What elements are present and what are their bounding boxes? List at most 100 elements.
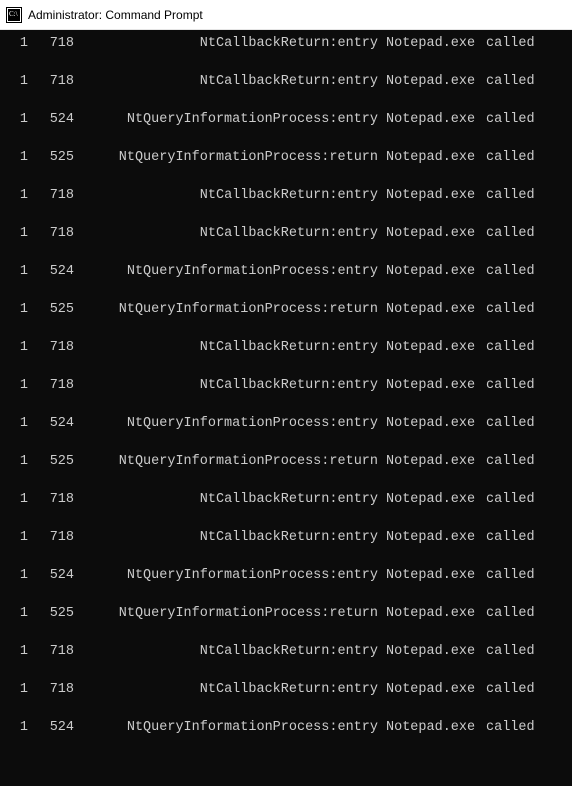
col-pid: 1 xyxy=(4,150,34,165)
col-pid: 1 xyxy=(4,682,34,697)
col-status: called xyxy=(482,74,535,89)
col-probe: NtCallbackReturn:entry xyxy=(78,682,382,697)
col-id: 525 xyxy=(34,150,78,165)
col-probe: NtCallbackReturn:entry xyxy=(78,492,382,507)
col-pid: 1 xyxy=(4,378,34,393)
col-id: 718 xyxy=(34,226,78,241)
console-line: 1524NtQueryInformationProcess:entryNotep… xyxy=(4,112,568,150)
col-status: called xyxy=(482,226,535,241)
col-status: called xyxy=(482,264,535,279)
col-pid: 1 xyxy=(4,416,34,431)
console-line: 1524NtQueryInformationProcess:entryNotep… xyxy=(4,264,568,302)
col-status: called xyxy=(482,378,535,393)
col-process: Notepad.exe xyxy=(382,74,482,89)
col-probe: NtCallbackReturn:entry xyxy=(78,378,382,393)
svg-text:C:\: C:\ xyxy=(9,10,18,18)
col-pid: 1 xyxy=(4,530,34,545)
col-status: called xyxy=(482,568,535,583)
console-line: 1718NtCallbackReturn:entryNotepad.execal… xyxy=(4,492,568,530)
col-probe: NtQueryInformationProcess:return xyxy=(78,150,382,165)
console-line: 1718NtCallbackReturn:entryNotepad.execal… xyxy=(4,378,568,416)
col-id: 525 xyxy=(34,454,78,469)
col-id: 718 xyxy=(34,188,78,203)
col-probe: NtCallbackReturn:entry xyxy=(78,36,382,51)
console-line: 1524NtQueryInformationProcess:entryNotep… xyxy=(4,568,568,606)
col-process: Notepad.exe xyxy=(382,112,482,127)
col-status: called xyxy=(482,644,535,659)
col-status: called xyxy=(482,682,535,697)
console-line: 1525NtQueryInformationProcess:returnNote… xyxy=(4,150,568,188)
col-id: 718 xyxy=(34,644,78,659)
title-bar[interactable]: C:\ Administrator: Command Prompt xyxy=(0,0,572,30)
col-process: Notepad.exe xyxy=(382,720,482,735)
col-status: called xyxy=(482,492,535,507)
col-pid: 1 xyxy=(4,568,34,583)
col-pid: 1 xyxy=(4,188,34,203)
console-line: 1718NtCallbackReturn:entryNotepad.execal… xyxy=(4,530,568,568)
col-process: Notepad.exe xyxy=(382,150,482,165)
col-process: Notepad.exe xyxy=(382,302,482,317)
col-probe: NtQueryInformationProcess:return xyxy=(78,302,382,317)
col-pid: 1 xyxy=(4,454,34,469)
col-process: Notepad.exe xyxy=(382,340,482,355)
console-line: 1718NtCallbackReturn:entryNotepad.execal… xyxy=(4,188,568,226)
col-probe: NtQueryInformationProcess:return xyxy=(78,606,382,621)
col-process: Notepad.exe xyxy=(382,530,482,545)
col-process: Notepad.exe xyxy=(382,264,482,279)
col-probe: NtCallbackReturn:entry xyxy=(78,340,382,355)
col-process: Notepad.exe xyxy=(382,682,482,697)
col-pid: 1 xyxy=(4,264,34,279)
col-status: called xyxy=(482,416,535,431)
col-status: called xyxy=(482,720,535,735)
col-id: 718 xyxy=(34,378,78,393)
console-line: 1524NtQueryInformationProcess:entryNotep… xyxy=(4,720,568,758)
col-process: Notepad.exe xyxy=(382,416,482,431)
console-line: 1718NtCallbackReturn:entryNotepad.execal… xyxy=(4,682,568,720)
col-probe: NtQueryInformationProcess:entry xyxy=(78,112,382,127)
col-process: Notepad.exe xyxy=(382,226,482,241)
col-pid: 1 xyxy=(4,36,34,51)
console-line: 1718NtCallbackReturn:entryNotepad.execal… xyxy=(4,340,568,378)
console-line: 1718NtCallbackReturn:entryNotepad.execal… xyxy=(4,74,568,112)
col-process: Notepad.exe xyxy=(382,36,482,51)
col-process: Notepad.exe xyxy=(382,606,482,621)
col-id: 718 xyxy=(34,492,78,507)
window-title: Administrator: Command Prompt xyxy=(28,8,203,22)
col-id: 718 xyxy=(34,74,78,89)
console-line: 1525NtQueryInformationProcess:returnNote… xyxy=(4,454,568,492)
col-probe: NtCallbackReturn:entry xyxy=(78,74,382,89)
col-probe: NtQueryInformationProcess:entry xyxy=(78,720,382,735)
col-id: 718 xyxy=(34,682,78,697)
col-pid: 1 xyxy=(4,340,34,355)
col-status: called xyxy=(482,454,535,469)
col-status: called xyxy=(482,112,535,127)
col-probe: NtCallbackReturn:entry xyxy=(78,644,382,659)
col-pid: 1 xyxy=(4,720,34,735)
col-pid: 1 xyxy=(4,606,34,621)
col-process: Notepad.exe xyxy=(382,492,482,507)
col-status: called xyxy=(482,302,535,317)
col-process: Notepad.exe xyxy=(382,568,482,583)
console-output[interactable]: 1718NtCallbackReturn:entryNotepad.execal… xyxy=(0,30,572,786)
col-pid: 1 xyxy=(4,492,34,507)
col-process: Notepad.exe xyxy=(382,378,482,393)
col-status: called xyxy=(482,36,535,51)
console-line: 1718NtCallbackReturn:entryNotepad.execal… xyxy=(4,36,568,74)
col-process: Notepad.exe xyxy=(382,644,482,659)
col-id: 718 xyxy=(34,36,78,51)
console-line: 1718NtCallbackReturn:entryNotepad.execal… xyxy=(4,226,568,264)
col-pid: 1 xyxy=(4,644,34,659)
col-id: 524 xyxy=(34,568,78,583)
col-pid: 1 xyxy=(4,302,34,317)
col-id: 525 xyxy=(34,302,78,317)
col-pid: 1 xyxy=(4,112,34,127)
col-status: called xyxy=(482,530,535,545)
col-probe: NtCallbackReturn:entry xyxy=(78,188,382,203)
col-id: 718 xyxy=(34,340,78,355)
col-id: 524 xyxy=(34,264,78,279)
col-id: 525 xyxy=(34,606,78,621)
col-probe: NtCallbackReturn:entry xyxy=(78,226,382,241)
col-pid: 1 xyxy=(4,226,34,241)
col-id: 524 xyxy=(34,112,78,127)
col-probe: NtQueryInformationProcess:entry xyxy=(78,416,382,431)
